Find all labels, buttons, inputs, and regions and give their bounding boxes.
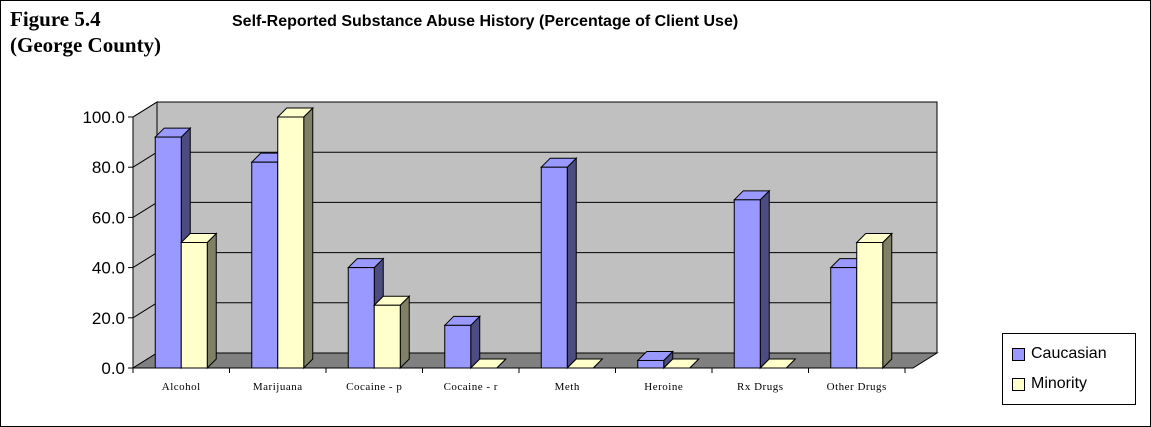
bar-minority-other-drugs	[856, 242, 884, 369]
bar-minority-cocaine-p	[373, 304, 401, 369]
bar-minority-heroine-top	[662, 358, 700, 369]
legend-label-caucasian: Caucasian	[1031, 345, 1107, 362]
bar-caucasian-rx-drugs-side	[759, 189, 770, 370]
x-tick-label: Rx Drugs	[737, 381, 783, 393]
x-tick-label: Other Drugs	[827, 381, 887, 393]
bar-minority-meth-top	[566, 358, 604, 369]
bar-caucasian-meth	[540, 166, 568, 369]
y-tick-label: 40.0	[92, 259, 125, 278]
figure-county: (George County)	[10, 33, 162, 57]
gridline-side	[132, 151, 158, 168]
gridline-side	[132, 101, 158, 118]
y-tick-label: 0.0	[101, 359, 125, 378]
bar-minority-cocaine-r-top	[469, 358, 507, 369]
legend-swatch-caucasian	[1012, 347, 1025, 361]
y-tick-label: 100.0	[82, 108, 125, 127]
bar-caucasian-cocaine-p	[347, 267, 375, 369]
figure-number: Figure 5.4	[10, 7, 101, 31]
bar-minority-other-drugs-side	[882, 232, 893, 370]
x-tick-label: Cocaine - p	[346, 381, 402, 393]
bar-caucasian-other-drugs	[830, 267, 858, 369]
gridline-side	[132, 201, 158, 218]
x-tick-label: Marijuana	[253, 381, 303, 393]
plot-side-wall	[132, 101, 158, 369]
legend-item-minority: Minority	[1012, 374, 1087, 394]
bar-minority-marijuana	[277, 116, 305, 369]
legend: Caucasian Minority	[1002, 333, 1136, 405]
bar-caucasian-cocaine-r	[444, 324, 472, 369]
bar-minority-alcohol-side	[206, 232, 217, 370]
bar-minority-alcohol	[180, 242, 208, 369]
bar-minority-cocaine-p-side	[399, 295, 410, 370]
gridline-side	[132, 302, 158, 319]
bar-caucasian-rx-drugs	[733, 199, 761, 369]
bar-caucasian-meth-side	[566, 156, 577, 370]
bar-minority-rx-drugs-top	[759, 358, 797, 369]
bar-caucasian-alcohol	[154, 136, 182, 369]
x-tick-label: Heroine	[644, 381, 683, 393]
bar-minority-marijuana-side	[303, 106, 314, 370]
chart-title: Self-Reported Substance Abuse History (P…	[232, 13, 739, 30]
legend-item-caucasian: Caucasian	[1012, 344, 1107, 364]
x-tick-label: Cocaine - r	[444, 381, 498, 393]
legend-swatch-minority	[1012, 377, 1025, 391]
x-tick-label: Alcohol	[162, 381, 201, 393]
gridline-side	[132, 252, 158, 269]
legend-label-minority: Minority	[1031, 375, 1088, 392]
bar-caucasian-heroine	[637, 359, 665, 369]
x-tick-label: Meth	[555, 381, 580, 393]
figure-label: Figure 5.4 (George County)	[10, 6, 161, 58]
y-tick-label: 80.0	[92, 158, 125, 177]
bar-caucasian-marijuana	[251, 161, 279, 369]
y-tick-label: 60.0	[92, 208, 125, 227]
y-tick-label: 20.0	[92, 309, 125, 328]
